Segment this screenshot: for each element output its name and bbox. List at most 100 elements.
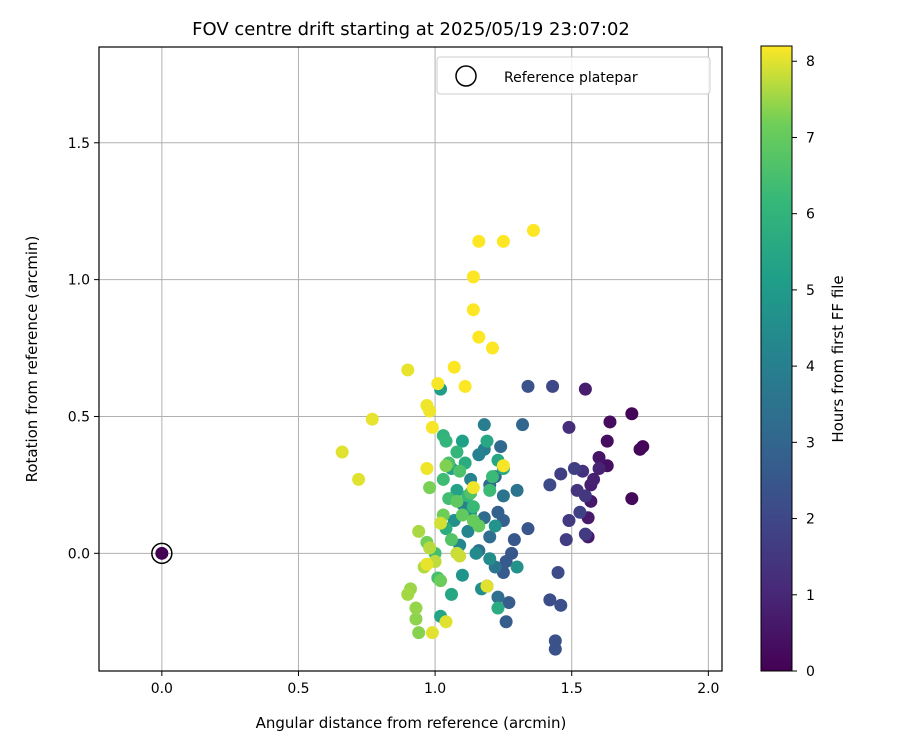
data-point bbox=[466, 303, 480, 317]
colorbar-ticks: 0 1 2 3 4 5 6 7 8 bbox=[792, 54, 815, 680]
x-axis-ticks: 0.0 0.5 1.0 1.5 2.0 bbox=[151, 671, 719, 697]
data-point bbox=[409, 601, 423, 615]
legend-box bbox=[436, 56, 711, 95]
data-point bbox=[507, 533, 521, 547]
data-point bbox=[365, 412, 379, 426]
data-point bbox=[494, 440, 508, 454]
reference-point bbox=[155, 546, 169, 560]
data-point bbox=[496, 489, 510, 503]
data-point bbox=[472, 234, 486, 248]
data-points bbox=[335, 223, 650, 656]
x-tick-label: 1.0 bbox=[424, 681, 446, 697]
x-tick-label: 2.0 bbox=[697, 681, 719, 697]
data-point bbox=[543, 478, 557, 492]
data-point bbox=[409, 612, 423, 626]
data-point bbox=[551, 565, 565, 579]
data-point bbox=[485, 341, 499, 355]
data-point bbox=[516, 418, 530, 432]
chart-title: FOV centre drift starting at 2025/05/19 … bbox=[192, 19, 630, 40]
data-point bbox=[453, 464, 467, 478]
reference-ring bbox=[151, 542, 173, 565]
colorbar-tick-label: 6 bbox=[806, 207, 815, 223]
data-point bbox=[554, 467, 568, 481]
data-point bbox=[439, 434, 453, 448]
data-point bbox=[477, 418, 491, 432]
data-point bbox=[562, 420, 576, 434]
data-point bbox=[425, 420, 439, 434]
data-point bbox=[526, 223, 540, 237]
data-point bbox=[573, 505, 587, 519]
data-point bbox=[499, 615, 513, 629]
colorbar-label: Hours from first FF file bbox=[829, 275, 847, 442]
grid-lines bbox=[99, 47, 722, 671]
data-point bbox=[592, 461, 606, 475]
data-point bbox=[546, 379, 560, 393]
data-point bbox=[496, 459, 510, 473]
data-point bbox=[420, 461, 434, 475]
data-point bbox=[439, 459, 453, 473]
data-point bbox=[453, 549, 467, 563]
data-point bbox=[352, 472, 366, 486]
data-point bbox=[335, 445, 349, 459]
data-point bbox=[502, 596, 516, 610]
data-point bbox=[578, 489, 592, 503]
data-point bbox=[496, 234, 510, 248]
data-point bbox=[444, 533, 458, 547]
data-point bbox=[510, 560, 524, 574]
colorbar-tick-label: 2 bbox=[806, 512, 815, 528]
colorbar-tick-label: 4 bbox=[806, 359, 815, 375]
data-point bbox=[412, 626, 426, 640]
y-tick-label: 0.0 bbox=[68, 546, 90, 562]
data-point bbox=[510, 483, 524, 497]
legend-entry-reference: Reference platepar bbox=[504, 70, 638, 86]
data-point bbox=[554, 598, 568, 612]
data-point bbox=[450, 445, 464, 459]
data-point bbox=[466, 513, 480, 527]
colorbar-tick-label: 8 bbox=[806, 54, 815, 70]
data-point bbox=[600, 434, 614, 448]
colorbar-tick-label: 0 bbox=[806, 664, 815, 680]
data-point bbox=[491, 601, 505, 615]
x-tick-label: 0.0 bbox=[151, 681, 173, 697]
data-point bbox=[578, 382, 592, 396]
data-point bbox=[461, 524, 475, 538]
colorbar-tick-label: 1 bbox=[806, 588, 815, 604]
data-point bbox=[423, 404, 437, 418]
data-point bbox=[469, 546, 483, 560]
legend: Reference platepar bbox=[436, 56, 711, 95]
data-point bbox=[455, 568, 469, 582]
data-point bbox=[466, 481, 480, 495]
plot-frame bbox=[98, 46, 723, 672]
data-point bbox=[455, 434, 469, 448]
colorbar-tick-label: 7 bbox=[806, 130, 815, 146]
data-point bbox=[625, 407, 639, 421]
data-point bbox=[472, 330, 486, 344]
data-point bbox=[423, 481, 437, 495]
data-point bbox=[431, 377, 445, 391]
data-point bbox=[543, 593, 557, 607]
data-point bbox=[434, 574, 448, 588]
data-point bbox=[447, 360, 461, 374]
data-point bbox=[562, 513, 576, 527]
data-point bbox=[603, 415, 617, 429]
data-point bbox=[401, 587, 415, 601]
data-point bbox=[480, 434, 494, 448]
reference-marker bbox=[151, 542, 173, 565]
y-axis-label: Rotation from reference (arcmin) bbox=[23, 236, 41, 483]
data-point bbox=[592, 451, 606, 465]
data-point bbox=[450, 483, 464, 497]
data-point bbox=[625, 492, 639, 506]
data-point bbox=[483, 530, 497, 544]
data-point bbox=[491, 590, 505, 604]
data-point bbox=[466, 500, 480, 514]
x-tick-label: 0.5 bbox=[287, 681, 309, 697]
x-axis-label: Angular distance from reference (arcmin) bbox=[256, 714, 567, 732]
data-point bbox=[434, 516, 448, 530]
data-point bbox=[480, 579, 494, 593]
data-point bbox=[521, 522, 535, 536]
y-axis-ticks: 0.0 0.5 1.0 1.5 bbox=[68, 136, 99, 562]
data-point bbox=[401, 363, 415, 377]
data-point bbox=[485, 470, 499, 484]
